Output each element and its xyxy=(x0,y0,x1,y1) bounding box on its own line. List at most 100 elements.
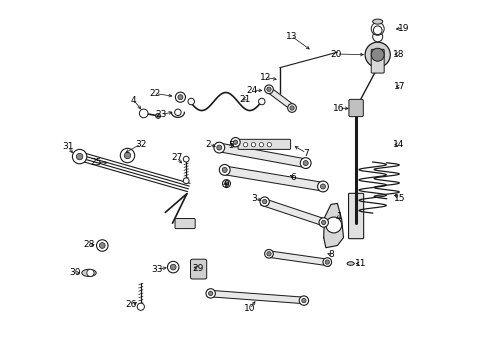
Text: 24: 24 xyxy=(246,86,258,95)
Circle shape xyxy=(174,109,181,116)
Text: 6: 6 xyxy=(290,173,295,182)
FancyBboxPatch shape xyxy=(370,49,384,73)
Circle shape xyxy=(170,264,176,270)
Text: 19: 19 xyxy=(397,24,408,33)
Text: 10: 10 xyxy=(244,305,255,313)
Text: 17: 17 xyxy=(393,82,405,91)
Circle shape xyxy=(325,217,341,233)
Circle shape xyxy=(72,149,87,164)
Text: 31: 31 xyxy=(62,143,74,152)
Circle shape xyxy=(222,180,230,188)
Text: 32: 32 xyxy=(135,140,146,149)
Polygon shape xyxy=(221,166,325,192)
Text: 1: 1 xyxy=(336,212,342,220)
Circle shape xyxy=(213,142,224,153)
Text: 8: 8 xyxy=(328,251,334,259)
Circle shape xyxy=(178,95,183,100)
Circle shape xyxy=(264,85,273,94)
Ellipse shape xyxy=(346,262,354,265)
Text: 26: 26 xyxy=(125,300,137,309)
Ellipse shape xyxy=(81,269,96,276)
Circle shape xyxy=(205,289,215,298)
Circle shape xyxy=(233,140,237,144)
Text: 27: 27 xyxy=(171,153,182,162)
Circle shape xyxy=(317,181,328,192)
Circle shape xyxy=(370,48,384,61)
Polygon shape xyxy=(260,198,327,226)
Circle shape xyxy=(318,218,328,227)
FancyBboxPatch shape xyxy=(348,99,363,117)
FancyBboxPatch shape xyxy=(238,139,290,149)
Ellipse shape xyxy=(372,19,382,24)
Text: 11: 11 xyxy=(354,259,366,268)
Text: 2: 2 xyxy=(205,140,211,149)
Text: 20: 20 xyxy=(330,50,341,59)
Circle shape xyxy=(183,156,189,162)
Circle shape xyxy=(266,87,270,91)
Circle shape xyxy=(325,260,329,264)
Circle shape xyxy=(243,143,247,147)
Circle shape xyxy=(124,152,130,159)
Text: 22: 22 xyxy=(149,89,161,98)
Circle shape xyxy=(299,296,308,305)
FancyBboxPatch shape xyxy=(348,193,363,239)
Circle shape xyxy=(208,291,212,296)
Circle shape xyxy=(219,165,230,175)
Circle shape xyxy=(251,143,255,147)
Polygon shape xyxy=(207,290,306,304)
Circle shape xyxy=(266,252,270,256)
Circle shape xyxy=(167,261,179,273)
Circle shape xyxy=(99,243,105,248)
Text: 30: 30 xyxy=(69,269,81,277)
Text: 5: 5 xyxy=(227,141,233,150)
Text: 15: 15 xyxy=(393,194,405,202)
Circle shape xyxy=(222,167,227,172)
Text: 28: 28 xyxy=(83,240,95,249)
Circle shape xyxy=(266,143,271,147)
Circle shape xyxy=(139,109,148,118)
Circle shape xyxy=(370,22,384,35)
Text: 25: 25 xyxy=(90,158,102,167)
Text: 3: 3 xyxy=(251,194,257,202)
Circle shape xyxy=(96,240,108,251)
Circle shape xyxy=(373,26,381,35)
Circle shape xyxy=(230,138,240,147)
Polygon shape xyxy=(323,203,343,248)
FancyBboxPatch shape xyxy=(175,219,195,229)
FancyBboxPatch shape xyxy=(190,259,206,279)
Circle shape xyxy=(120,148,134,163)
Circle shape xyxy=(76,153,82,160)
Circle shape xyxy=(259,143,263,147)
Circle shape xyxy=(87,269,94,276)
Circle shape xyxy=(137,303,144,310)
Circle shape xyxy=(365,42,389,67)
Circle shape xyxy=(320,184,325,189)
Polygon shape xyxy=(266,251,330,266)
Text: 7: 7 xyxy=(303,149,309,158)
Circle shape xyxy=(372,32,382,42)
Text: 9: 9 xyxy=(223,180,228,189)
Text: 16: 16 xyxy=(332,104,344,113)
Text: 21: 21 xyxy=(239,95,250,104)
Circle shape xyxy=(155,113,160,118)
Circle shape xyxy=(224,182,228,185)
Text: 13: 13 xyxy=(285,32,296,41)
Circle shape xyxy=(289,106,294,110)
Circle shape xyxy=(287,104,296,112)
Circle shape xyxy=(264,249,273,258)
Circle shape xyxy=(322,258,331,266)
Circle shape xyxy=(216,145,222,150)
Circle shape xyxy=(303,161,307,166)
Circle shape xyxy=(300,158,310,168)
Circle shape xyxy=(301,298,305,303)
Circle shape xyxy=(175,92,185,102)
Text: 33: 33 xyxy=(151,265,163,274)
Text: 29: 29 xyxy=(192,264,203,273)
Polygon shape xyxy=(264,86,295,111)
Circle shape xyxy=(321,220,325,225)
Circle shape xyxy=(260,197,269,206)
Circle shape xyxy=(262,199,266,204)
Circle shape xyxy=(258,98,264,105)
Polygon shape xyxy=(215,143,309,168)
Circle shape xyxy=(187,98,194,105)
